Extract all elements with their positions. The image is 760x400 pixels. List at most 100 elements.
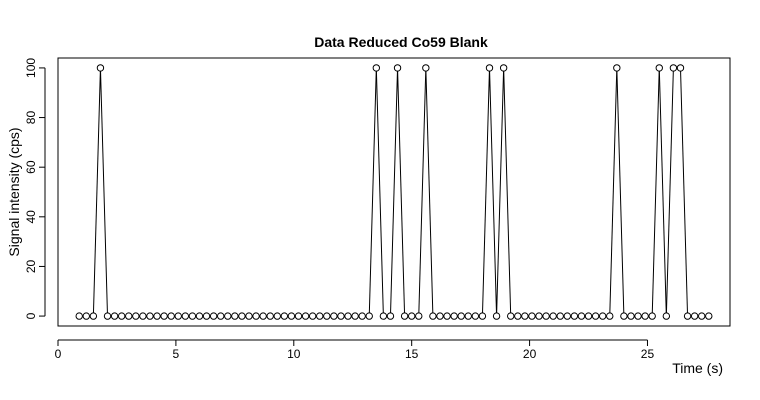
series-line-segment [482,71,490,313]
data-point [478,312,487,320]
data-point [337,312,345,320]
series-line-segment [680,71,688,313]
data-point [492,312,501,320]
data-point [216,312,225,320]
data-point [485,64,494,72]
data-point [705,312,713,320]
series-line-segment [397,71,406,313]
data-point [153,312,161,320]
data-point [598,312,607,320]
data-point [146,312,154,320]
x-tick-label: 0 [55,347,62,361]
data-point [393,64,402,72]
series-line-segment [390,71,398,313]
data-point [613,64,621,72]
series-line-segment [418,71,427,313]
data-point [89,312,98,320]
data-point [521,312,529,320]
data-point [400,312,409,320]
data-point [549,312,557,320]
data-point [606,312,614,320]
data-point [344,312,352,320]
x-tick-label: 15 [405,347,419,361]
data-point [591,312,600,320]
y-axis: 0 20 40 60 80 100 [24,58,46,319]
series-line-segment [658,71,667,313]
data-point [698,312,706,320]
data-point [202,312,211,320]
data-point [139,312,147,320]
y-axis-label: Signal intensity (cps) [6,127,22,256]
data-point [570,312,579,320]
data-point [584,312,593,320]
data-point [407,312,416,320]
data-point [535,312,543,320]
data-point [641,312,649,320]
data-point [443,312,451,320]
data-point [266,312,274,320]
series-line-segment [100,71,108,313]
data-point [464,312,472,320]
data-point [507,312,515,320]
data-point [620,312,628,320]
data-point [351,312,359,320]
data-point [556,312,564,320]
data-point [259,312,267,320]
series-line-segment [375,71,384,313]
series-line-segment [665,71,674,313]
data-point [514,312,522,320]
plot-frame [57,57,731,327]
data-point [252,312,260,320]
data-point [280,312,289,320]
series-line-segment [496,71,505,313]
data-point [231,312,239,320]
data-point [132,312,140,320]
data-point [690,312,699,320]
data-point [160,312,168,320]
data-point [499,64,508,72]
data-point [655,64,663,72]
series-line-segment [489,71,497,313]
data-point [103,312,112,320]
data-point [457,312,465,320]
series-line-segment [425,71,434,313]
data-point [181,312,190,320]
data-point [634,312,642,320]
data-point [125,312,133,320]
data-point [648,312,656,320]
data-point [577,312,586,320]
data-point [436,312,444,320]
series-layer [82,67,706,317]
x-tick-label: 10 [287,347,301,361]
y-tick-label: 100 [24,58,38,78]
series-line-segment [616,71,625,313]
y-tick-label: 40 [24,210,38,224]
data-point [372,64,381,72]
data-point [429,312,437,320]
data-point [542,312,550,320]
y-tick-label: 60 [24,160,38,174]
data-point [209,312,218,320]
series-line-segment [503,71,512,313]
y-tick-label: 80 [24,111,38,125]
data-point [167,312,175,320]
data-point [471,312,480,320]
data-point [294,312,303,320]
data-point [75,312,83,320]
x-axis: 0 5 10 15 20 25 [55,339,654,361]
series-line-segment [92,71,101,313]
data-point [528,312,536,320]
x-tick-label: 20 [523,347,537,361]
y-tick-label: 0 [24,312,38,319]
series-line-segment [651,71,660,313]
data-point [422,64,430,72]
data-point [174,312,182,320]
data-point [110,312,119,320]
chart-title: Data Reduced Co59 Blank [314,34,488,50]
data-point [117,312,126,320]
data-point [386,312,395,320]
data-point [563,312,572,320]
data-point [323,312,331,320]
data-point [669,64,678,72]
